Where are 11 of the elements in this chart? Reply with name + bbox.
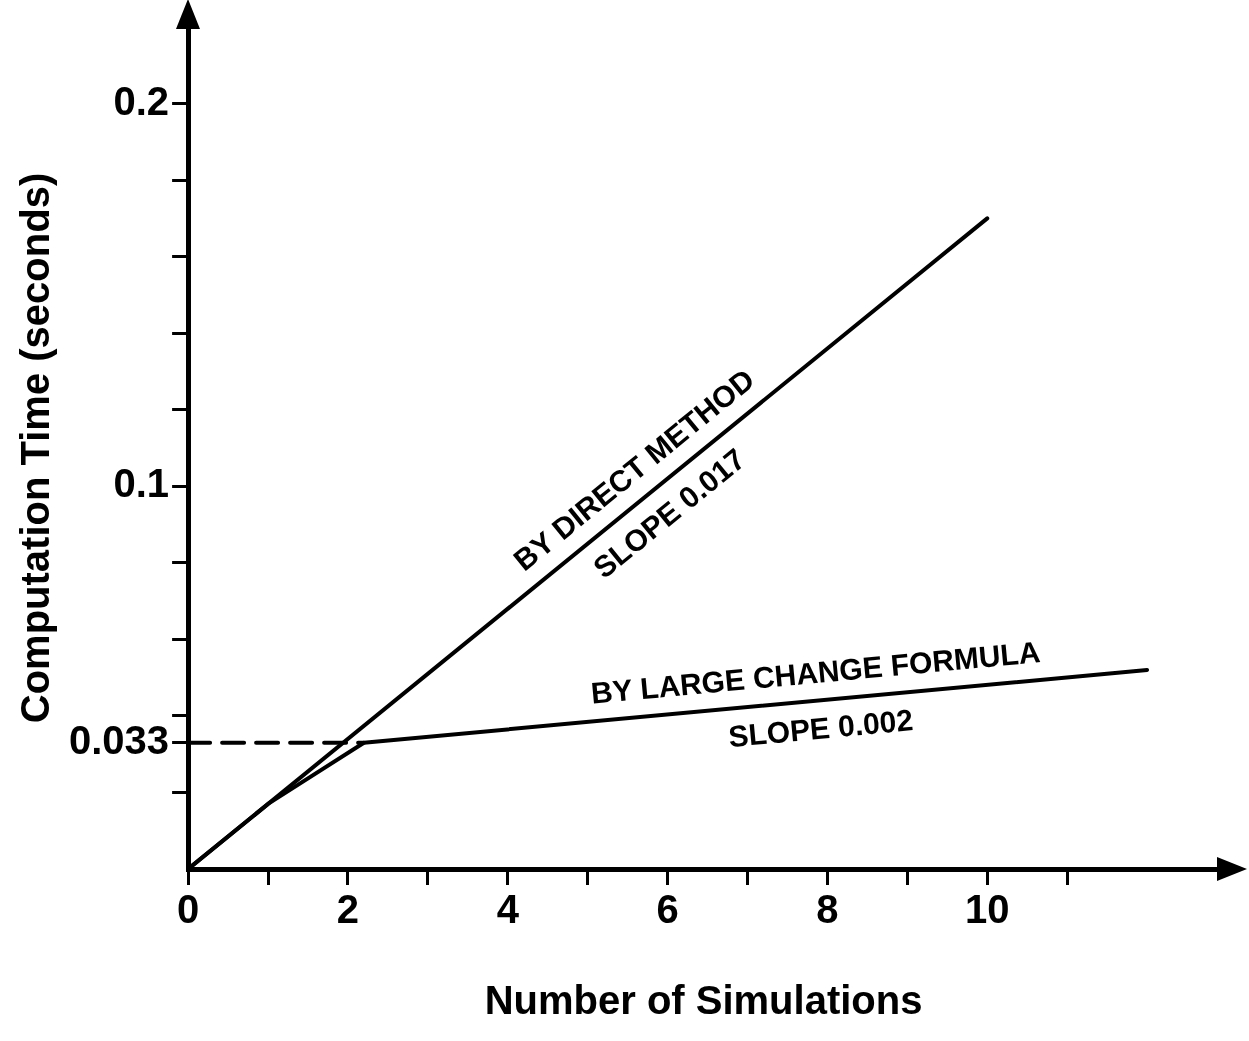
x-axis-title: Number of Simulations [484, 978, 923, 1023]
x-tick-label: 0 [176, 887, 200, 932]
x-tick-label: 10 [965, 887, 1010, 932]
y-axis-title: Computation Time (seconds) [13, 172, 58, 724]
x-tick-label: 8 [816, 887, 839, 932]
y-tick-label: 0.2 [113, 78, 170, 123]
x-tick-label: 6 [656, 887, 679, 932]
x-tick-label: 4 [496, 887, 520, 932]
x-tick-label: 2 [336, 887, 360, 932]
y-tick-label: 0.1 [113, 461, 170, 506]
y-tick-label: 0.033 [68, 717, 170, 762]
